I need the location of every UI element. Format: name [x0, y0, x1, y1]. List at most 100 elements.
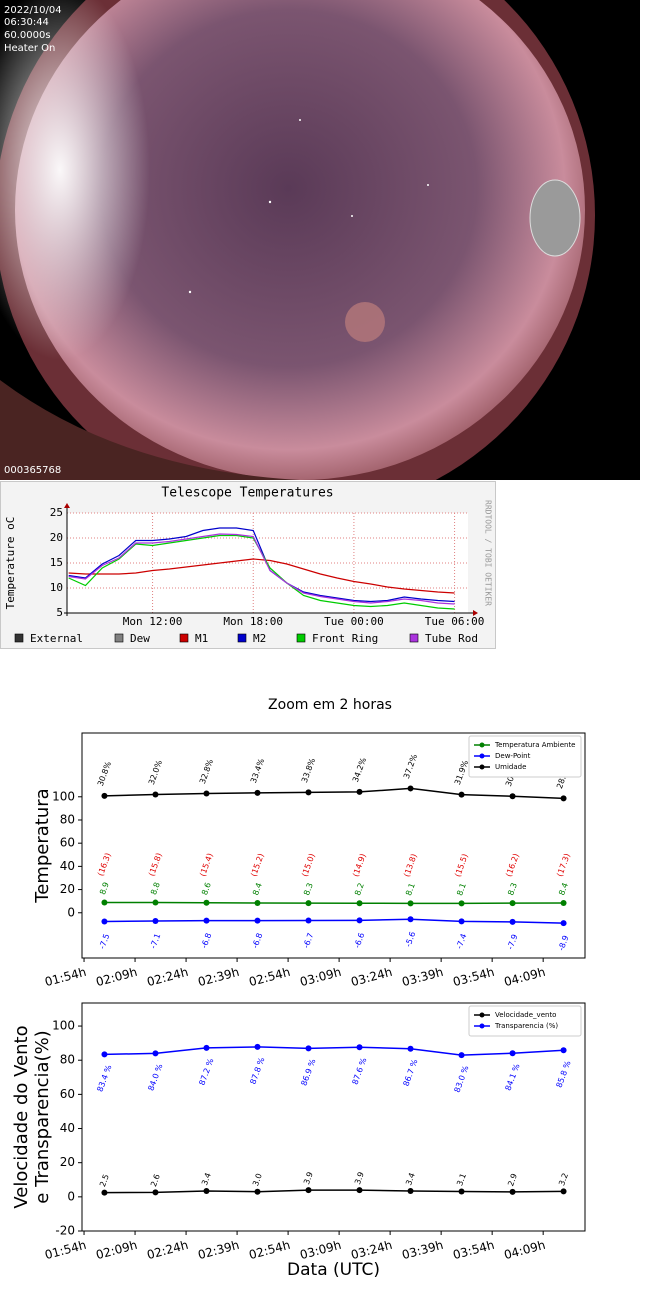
x-tick-label: 03:39h [400, 1238, 444, 1262]
value-label: 8.2 [353, 882, 366, 897]
series-line [68, 533, 455, 605]
value-label: 8.6 [200, 881, 213, 896]
sky-camera-image [0, 0, 640, 480]
x-tick-label: 02:24h [145, 965, 189, 989]
series-line [68, 558, 455, 594]
data-point [203, 917, 210, 924]
y-tick-label: 25 [50, 506, 63, 519]
data-point [254, 789, 261, 796]
legend-label: External [30, 632, 83, 645]
y-tick-label: 20 [60, 1155, 75, 1169]
series-line [68, 527, 455, 603]
data-point [407, 785, 414, 792]
y-axis-label: Temperature oC [4, 517, 17, 610]
y-tick-label: 0 [67, 1189, 75, 1203]
data-point [203, 790, 210, 797]
value-label: 2.9 [506, 1172, 519, 1187]
data-point [356, 1044, 363, 1051]
data-point [152, 899, 159, 906]
x-tick-label: Mon 12:00 [123, 615, 183, 628]
data-point [305, 900, 312, 907]
series-line [104, 901, 564, 905]
y-tick-label: 15 [50, 556, 63, 569]
data-point [254, 917, 261, 924]
x-tick-label: 01:54h [43, 965, 87, 989]
data-point [509, 918, 516, 925]
legend-swatch [114, 633, 124, 643]
camera-time: 06:30:44 [4, 17, 49, 28]
series-line [104, 1046, 564, 1056]
x-tick-label: 04:09h [502, 965, 546, 989]
star [351, 215, 353, 217]
camera-frame: 000365768 [4, 465, 61, 476]
legend-swatch [409, 633, 419, 643]
data-point [305, 1187, 312, 1194]
data-point [509, 900, 516, 907]
legend-label: Velocidade_vento [495, 1011, 556, 1019]
x-tick-label: 03:24h [349, 965, 393, 989]
value-label: 8.8 [149, 881, 162, 896]
data-point [458, 1052, 465, 1059]
value-label: 8.4 [251, 882, 264, 897]
data-point [458, 900, 465, 907]
data-point [101, 918, 108, 925]
data-point [152, 918, 159, 925]
series-line [104, 918, 564, 924]
star [299, 119, 301, 121]
camera-date: 2022/10/04 [4, 5, 62, 16]
data-point [560, 1188, 567, 1195]
figure-title: Zoom em 2 horas [268, 697, 392, 713]
y-tick-label: 100 [52, 1019, 75, 1033]
data-point [356, 1187, 363, 1194]
legend-label: Front Ring [312, 632, 378, 645]
x-tick-label: Tue 00:00 [324, 615, 384, 628]
telescope-dome [529, 179, 581, 257]
axis-arrow [473, 610, 478, 616]
y-tick-label: 60 [60, 836, 75, 850]
light-glow [0, 0, 150, 360]
data-point [560, 920, 567, 927]
y-tick-label: 10 [50, 581, 63, 594]
data-point [203, 1188, 210, 1195]
data-point [305, 917, 312, 924]
y-axis-label: Temperatura [32, 788, 53, 903]
data-point [458, 918, 465, 925]
legend-swatch [237, 633, 247, 643]
value-label: 3.0 [251, 1172, 264, 1187]
value-label: 3.1 [455, 1172, 468, 1187]
data-point [509, 793, 516, 800]
value-label: 8.4 [557, 882, 570, 897]
series-line [104, 1189, 564, 1194]
plot-area [81, 1002, 586, 1232]
value-label: 3.9 [353, 1171, 366, 1186]
x-tick-label: 02:09h [94, 965, 138, 989]
x-tick-label: 04:09h [502, 1238, 546, 1262]
legend-marker [479, 1023, 485, 1029]
data-point [101, 899, 108, 906]
data-point [101, 1051, 108, 1058]
data-point [458, 791, 465, 798]
data-point [254, 900, 261, 907]
value-label: 3.4 [200, 1172, 213, 1187]
x-tick-label: 03:54h [451, 965, 495, 989]
value-label: 8.9 [98, 881, 111, 896]
data-point [407, 1045, 414, 1052]
y-tick-label: 20 [50, 531, 63, 544]
data-point [356, 917, 363, 924]
legend-swatch [179, 633, 189, 643]
data-point [509, 1188, 516, 1195]
legend-label: Transparencia (%) [494, 1022, 558, 1030]
data-point [203, 1044, 210, 1051]
x-axis-label: Data (UTC) [287, 1260, 380, 1280]
y-tick-label: 80 [60, 1053, 75, 1067]
data-point [407, 1188, 414, 1195]
y-tick-label: 40 [60, 859, 75, 873]
legend-label: Dew-Point [495, 752, 531, 760]
sky-dome [15, 0, 585, 480]
data-point [254, 1188, 261, 1195]
data-point [101, 1189, 108, 1196]
legend-box [468, 735, 582, 778]
legend-label: M1 [195, 632, 208, 645]
x-tick-label: 02:24h [145, 1238, 189, 1262]
series-line [104, 787, 564, 800]
